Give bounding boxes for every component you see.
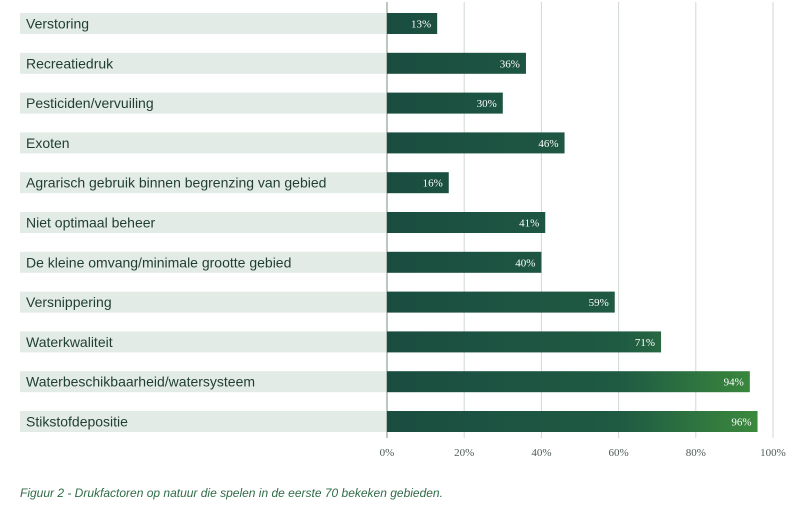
- category-band: [20, 92, 387, 114]
- x-tick-label: 40%: [531, 447, 551, 459]
- category-label: Versnippering: [26, 294, 112, 310]
- category-label: Pesticiden/vervuiling: [26, 95, 154, 111]
- bars: [387, 13, 758, 432]
- gridlines: [386, 2, 774, 438]
- category-label: Verstoring: [26, 16, 89, 32]
- x-tick-label: 0%: [380, 447, 395, 459]
- value-labels: 13% 36% 30% 46% 16% 41% 40% 59% 71% 94% 96%: [411, 19, 752, 429]
- bar: [387, 291, 615, 313]
- category-label: Recreatiedruk: [26, 55, 114, 71]
- category-label: Agrarisch gebruik binnen begrenzing van …: [26, 175, 326, 191]
- value-label: 59%: [589, 297, 609, 309]
- value-label: 40%: [515, 257, 535, 269]
- value-label: 30%: [477, 98, 497, 110]
- category-labels: Verstoring Recreatiedruk Pesticiden/vervui…: [26, 16, 326, 430]
- category-bands: [20, 13, 387, 432]
- bar: [387, 212, 546, 233]
- value-label: 41%: [519, 218, 539, 230]
- category-label: Exoten: [26, 135, 70, 151]
- bar: [387, 13, 438, 34]
- category-band: [20, 411, 387, 432]
- category-label: Niet optimaal beheer: [26, 215, 156, 231]
- category-band: [20, 52, 387, 74]
- bar: [387, 251, 542, 273]
- value-label: 13%: [411, 19, 431, 31]
- bar: [387, 92, 503, 114]
- x-tick-label: 60%: [609, 447, 629, 459]
- bar-chart: Verstoring Recreatiedruk Pesticiden/vervui…: [20, 2, 786, 459]
- category-band: [20, 13, 387, 34]
- category-band: [20, 291, 387, 313]
- bar: [387, 331, 662, 353]
- category-label: Waterbeschikbaarheid/watersysteem: [26, 374, 255, 390]
- category-label: Stikstofdepositie: [26, 414, 128, 430]
- value-label: 36%: [500, 58, 520, 70]
- value-label: 71%: [635, 337, 655, 349]
- bar: [387, 52, 526, 74]
- bar: [387, 371, 750, 393]
- category-band: [20, 371, 387, 393]
- value-label: 46%: [538, 138, 558, 150]
- bar: [387, 411, 758, 432]
- x-axis-ticks: 0% 20% 40% 60% 80% 100%: [380, 447, 786, 459]
- bar: [387, 172, 449, 194]
- value-label: 94%: [724, 377, 744, 389]
- category-band: [20, 251, 387, 273]
- category-band: [20, 172, 387, 194]
- figure-caption: Figuur 2 - Drukfactoren op natuur die sp…: [20, 486, 443, 500]
- category-band: [20, 132, 387, 154]
- x-tick-label: 80%: [686, 447, 706, 459]
- value-label: 96%: [731, 417, 751, 429]
- x-tick-label: 20%: [454, 447, 474, 459]
- x-tick-label: 100%: [760, 447, 786, 459]
- bar: [387, 132, 565, 154]
- value-label: 16%: [423, 178, 443, 190]
- category-label: De kleine omvang/minimale grootte gebied: [26, 254, 291, 270]
- category-band: [20, 331, 387, 353]
- category-band: [20, 212, 387, 233]
- category-label: Waterkwaliteit: [26, 334, 113, 350]
